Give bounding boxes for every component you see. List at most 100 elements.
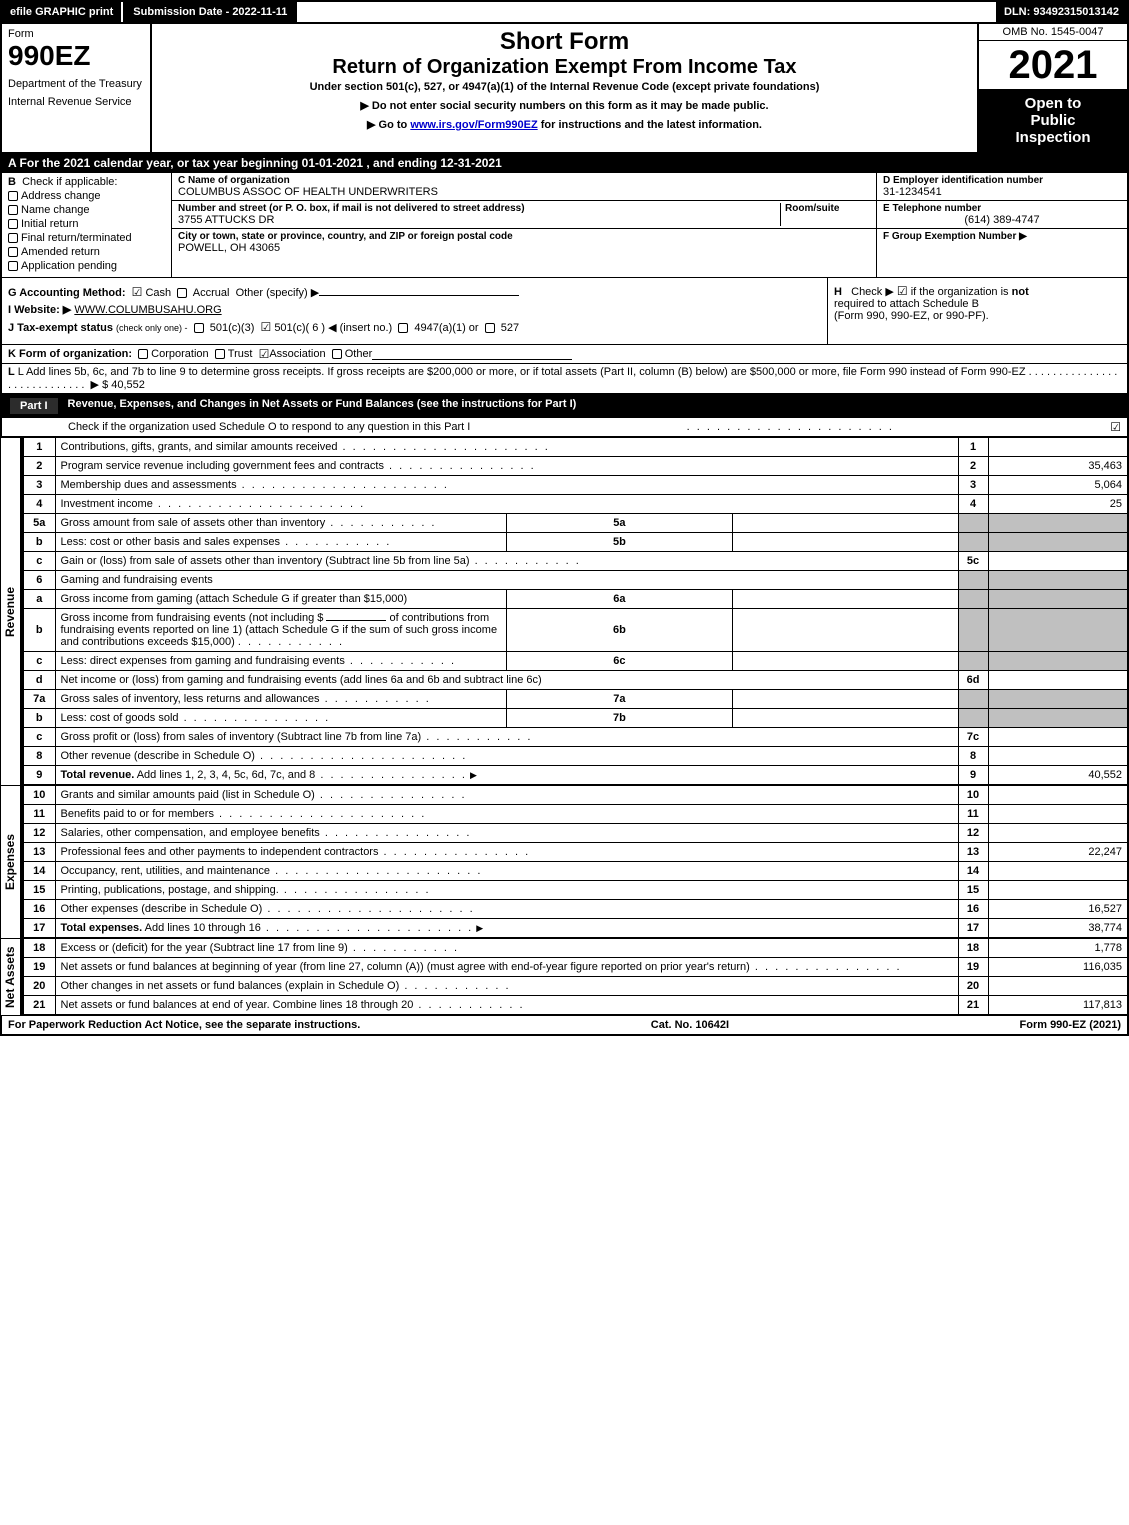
l2-dots [384, 460, 536, 472]
l8-rnum: 8 [958, 747, 988, 766]
l5c-amount [988, 552, 1128, 571]
chk-address-change[interactable] [8, 191, 18, 201]
l6c-num: c [23, 652, 55, 671]
part1-subtitle-row: Check if the organization used Schedule … [0, 418, 1129, 437]
l18-dots [348, 942, 459, 954]
chk-other[interactable] [332, 349, 342, 359]
l5a-dots [325, 517, 436, 529]
line-18: 18 Excess or (deficit) for the year (Sub… [23, 939, 1128, 958]
d-ein-label: D Employer identification number [883, 175, 1121, 186]
h-label: H [834, 286, 842, 298]
l3-num: 3 [23, 476, 55, 495]
l14-dots [270, 865, 482, 877]
l5b-dots [280, 536, 391, 548]
row-i: I Website: ▶ WWW.COLUMBUSAHU.ORG [8, 303, 821, 316]
header-left: Form 990EZ Department of the Treasury In… [2, 24, 152, 152]
l2-text: Program service revenue including govern… [61, 460, 384, 472]
chk-initial-return[interactable] [8, 219, 18, 229]
l13-amount: 22,247 [988, 843, 1128, 862]
chk-name-change[interactable] [8, 205, 18, 215]
l5b-ashade [988, 533, 1128, 552]
d-ein-value: 31-1234541 [883, 186, 1121, 198]
chk-application-pending[interactable] [8, 261, 18, 271]
chk-accrual[interactable] [177, 288, 187, 298]
l7a-text: Gross sales of inventory, less returns a… [61, 693, 320, 705]
efile-print-label[interactable]: efile GRAPHIC print [2, 2, 121, 22]
footer-right-post: (2021) [1086, 1019, 1121, 1031]
part1-label: Part I [10, 398, 58, 414]
l18-text: Excess or (deficit) for the year (Subtra… [61, 942, 348, 954]
irs-link[interactable]: www.irs.gov/Form990EZ [410, 119, 537, 131]
l18-rnum: 18 [958, 939, 988, 958]
row-a-calendar-year: A For the 2021 calendar year, or tax yea… [0, 154, 1129, 173]
l6d-rnum: 6d [958, 671, 988, 690]
chk-501c3[interactable] [194, 323, 204, 333]
l2-amount: 35,463 [988, 457, 1128, 476]
line-5c: c Gain or (loss) from sale of assets oth… [23, 552, 1128, 571]
e-telephone-label: E Telephone number [883, 203, 1121, 214]
l3-rnum: 3 [958, 476, 988, 495]
gh-left: G Accounting Method: Cash Accrual Other … [2, 278, 827, 344]
l18-amount: 1,778 [988, 939, 1128, 958]
line-14: 14 Occupancy, rent, utilities, and maint… [23, 862, 1128, 881]
line-1: 1 Contributions, gifts, grants, and simi… [23, 438, 1128, 457]
f-group-exemption-label: F Group Exemption Number ▶ [883, 231, 1121, 242]
chk-final-return[interactable] [8, 233, 18, 243]
l5a-rshade [958, 514, 988, 533]
header-right: OMB No. 1545-0047 2021 Open to Public In… [977, 24, 1127, 152]
i-website-value[interactable]: WWW.COLUMBUSAHU.ORG [74, 304, 221, 316]
chk-assoc [259, 347, 270, 361]
line-8: 8 Other revenue (describe in Schedule O)… [23, 747, 1128, 766]
k-other: Other [345, 348, 373, 360]
l17-rnum: 17 [958, 919, 988, 938]
omb-number: OMB No. 1545-0047 [979, 24, 1127, 41]
l14-amount [988, 862, 1128, 881]
l9-rnum: 9 [958, 766, 988, 785]
revenue-table: 1 Contributions, gifts, grants, and simi… [22, 437, 1129, 785]
chk-527[interactable] [485, 323, 495, 333]
l7c-text: Gross profit or (loss) from sales of inv… [61, 731, 422, 743]
l3-text: Membership dues and assessments [61, 479, 237, 491]
line-11: 11 Benefits paid to or for members 11 [23, 805, 1128, 824]
chk-4947[interactable] [398, 323, 408, 333]
l20-amount [988, 977, 1128, 996]
revenue-side-label: Revenue [0, 437, 22, 785]
netassets-section: Net Assets 18 Excess or (deficit) for th… [0, 938, 1129, 1015]
check-if-applicable: Check if applicable: [22, 176, 117, 188]
l10-amount [988, 786, 1128, 805]
l7b-rshade [958, 709, 988, 728]
l6-text: Gaming and fundraising events [61, 574, 213, 586]
l19-num: 19 [23, 958, 55, 977]
org-name: COLUMBUS ASSOC OF HEALTH UNDERWRITERS [178, 186, 870, 198]
l6-rshade [958, 571, 988, 590]
l5b-mnum: 5b [507, 533, 733, 552]
l11-text: Benefits paid to or for members [61, 808, 214, 820]
l19-amount: 116,035 [988, 958, 1128, 977]
submission-date-label: Submission Date - 2022-11-11 [121, 2, 297, 22]
j-501c3: 501(c)(3) [210, 322, 255, 334]
chk-amended-return[interactable] [8, 247, 18, 257]
l16-rnum: 16 [958, 900, 988, 919]
k-corp: Corporation [151, 348, 208, 360]
l6a-mnum: 6a [507, 590, 733, 609]
l7c-rnum: 7c [958, 728, 988, 747]
k-trust: Trust [228, 348, 253, 360]
line-6: 6 Gaming and fundraising events [23, 571, 1128, 590]
dept-treasury: Department of the Treasury [8, 78, 144, 90]
line-6a: a Gross income from gaming (attach Sched… [23, 590, 1128, 609]
chk-corp[interactable] [138, 349, 148, 359]
l10-text: Grants and similar amounts paid (list in… [61, 789, 315, 801]
k-assoc: Association [269, 348, 325, 360]
l3-dots [237, 479, 449, 491]
l6c-ashade [988, 652, 1128, 671]
line-17: 17 Total expenses. Add lines 10 through … [23, 919, 1128, 938]
l10-num: 10 [23, 786, 55, 805]
chk-trust[interactable] [215, 349, 225, 359]
l6d-num: d [23, 671, 55, 690]
opt-address-change: Address change [21, 190, 101, 202]
l6c-text: Less: direct expenses from gaming and fu… [61, 655, 345, 667]
l9-amount: 40,552 [988, 766, 1128, 785]
l11-amount [988, 805, 1128, 824]
h-text5: (Form 990, 990-EZ, or 990-PF). [834, 310, 989, 322]
l5a-mamt [732, 514, 958, 533]
